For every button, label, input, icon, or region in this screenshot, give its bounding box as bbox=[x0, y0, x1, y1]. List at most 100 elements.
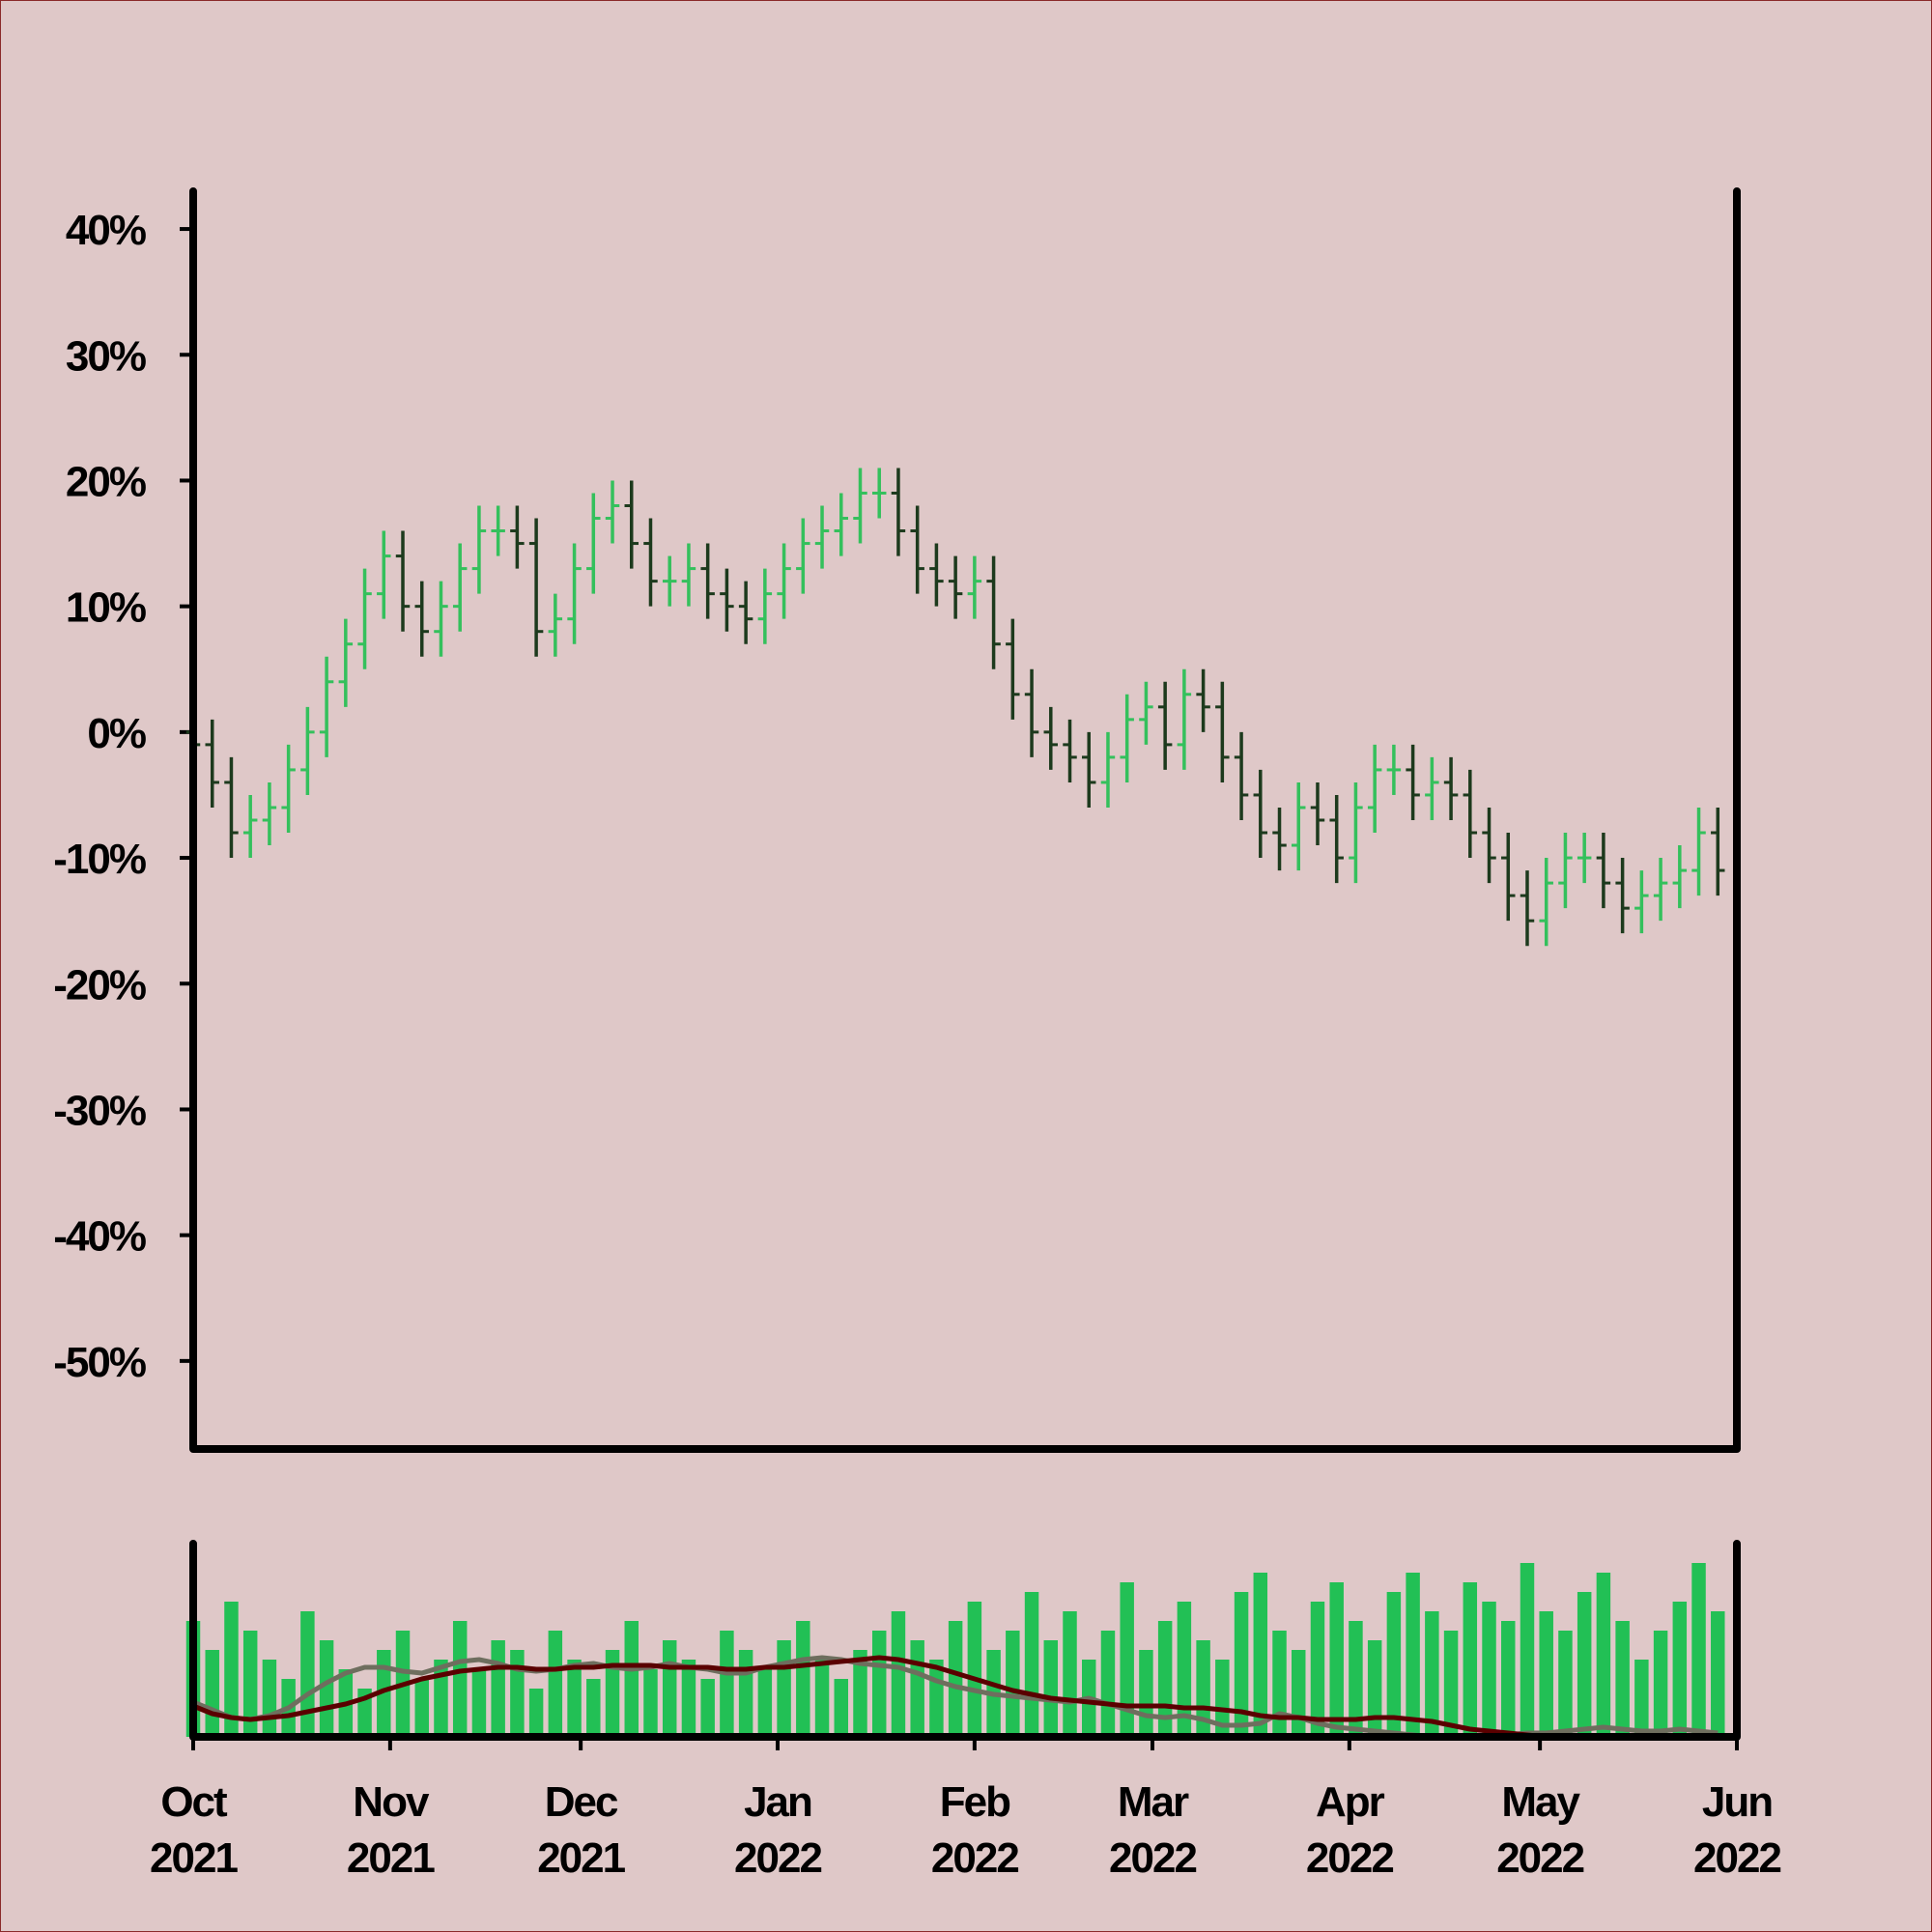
x-tick-label: Jan 2022 bbox=[734, 1778, 821, 1882]
ohlc-bar bbox=[319, 656, 334, 757]
axis-frame bbox=[189, 187, 1741, 1453]
volume-bar bbox=[814, 1660, 830, 1737]
y-tick-label: 40% bbox=[66, 207, 146, 254]
volume-bar bbox=[1501, 1621, 1516, 1737]
x-tick-label-line: Mar bbox=[1118, 1778, 1189, 1826]
ohlc-bar bbox=[586, 493, 601, 594]
y-tick-label: -20% bbox=[53, 961, 146, 1009]
volume-bar bbox=[1520, 1563, 1535, 1737]
ohlc-bar bbox=[1539, 858, 1553, 947]
ohlc-bar bbox=[1043, 706, 1059, 770]
axis-frame bbox=[189, 1540, 1741, 1741]
ohlc-bar bbox=[1672, 845, 1688, 909]
ohlc-bar bbox=[510, 505, 525, 569]
ohlc-bar bbox=[357, 568, 372, 669]
ohlc-bar bbox=[414, 581, 429, 657]
volume-bar bbox=[1100, 1631, 1116, 1737]
volume-bar bbox=[605, 1650, 620, 1737]
ohlc-bar bbox=[1157, 681, 1173, 770]
ohlc-bar bbox=[700, 543, 715, 619]
y-tick-label: 30% bbox=[66, 332, 146, 380]
ohlc-bar bbox=[1024, 668, 1039, 757]
ohlc-bar bbox=[1367, 744, 1382, 834]
volume-bar bbox=[510, 1650, 525, 1737]
x-tick-label-line: Oct bbox=[160, 1778, 228, 1826]
ohlc-bar bbox=[434, 581, 448, 657]
volume-bar bbox=[1634, 1660, 1649, 1737]
volume-bar bbox=[377, 1650, 391, 1737]
ohlc-bar bbox=[471, 505, 487, 594]
ohlc-bar bbox=[1310, 781, 1325, 846]
ohlc-bar bbox=[1406, 744, 1420, 820]
ohlc-bar bbox=[1082, 731, 1096, 808]
volume-bar bbox=[853, 1650, 867, 1737]
volume-bar bbox=[1310, 1602, 1325, 1737]
ohlc-bar bbox=[1215, 681, 1230, 782]
x-tick-label-line: 2022 bbox=[734, 1834, 821, 1882]
ohlc-bar bbox=[986, 555, 1001, 669]
volume-bar bbox=[1253, 1573, 1268, 1737]
volume-bar bbox=[1043, 1640, 1059, 1737]
x-tick-label-line: Apr bbox=[1316, 1778, 1385, 1826]
ohlc-bar bbox=[967, 555, 982, 619]
volume-bar bbox=[1196, 1640, 1210, 1737]
volume-bar bbox=[319, 1640, 334, 1737]
x-tick-label: Feb 2022 bbox=[931, 1778, 1018, 1882]
ohlc-bar bbox=[1520, 870, 1535, 947]
ohlc-bar bbox=[948, 555, 963, 619]
volume-bar bbox=[434, 1660, 448, 1737]
ohlc-bar bbox=[548, 593, 563, 657]
y-tick-label: 20% bbox=[66, 458, 146, 505]
ohlc-bar bbox=[720, 568, 734, 632]
ohlc-bar bbox=[1596, 833, 1611, 909]
ohlc-bar bbox=[452, 543, 468, 632]
volume-bar bbox=[205, 1650, 219, 1737]
volume-bar bbox=[738, 1650, 753, 1737]
ohlc-bar bbox=[910, 505, 924, 594]
x-tick-label: Oct 2021 bbox=[150, 1778, 238, 1882]
y-tick-label: -10% bbox=[53, 836, 146, 883]
ohlc-bar bbox=[814, 505, 830, 569]
volume-bar bbox=[834, 1679, 848, 1737]
ohlc-bar bbox=[395, 530, 411, 632]
ohlc-bar bbox=[1634, 870, 1649, 934]
volume-bar bbox=[643, 1669, 658, 1737]
volume-bar bbox=[1024, 1592, 1039, 1737]
x-tick-label-line: 2022 bbox=[1109, 1834, 1196, 1882]
volume-bar bbox=[1443, 1631, 1459, 1737]
ohlc-bar bbox=[491, 505, 505, 556]
volume-bar bbox=[1006, 1631, 1020, 1737]
volume-bar bbox=[948, 1621, 963, 1737]
ohlc-bar bbox=[738, 581, 753, 644]
ohlc-bar bbox=[1177, 668, 1192, 770]
volume-bar bbox=[491, 1640, 505, 1737]
y-tick-label: 0% bbox=[87, 710, 145, 757]
volume-bar bbox=[1272, 1631, 1287, 1737]
x-tick-label: Mar 2022 bbox=[1109, 1778, 1196, 1882]
volume-bar bbox=[262, 1660, 277, 1737]
volume-bar bbox=[586, 1679, 601, 1737]
ohlc-bar bbox=[528, 518, 544, 657]
x-tick-label-line: Jan bbox=[744, 1778, 811, 1826]
y-tick-label: -50% bbox=[53, 1339, 146, 1386]
ohlc-bar bbox=[871, 468, 887, 519]
volume-bar bbox=[548, 1631, 563, 1737]
ohlc-bar bbox=[300, 706, 315, 795]
ohlc-bar bbox=[1425, 756, 1439, 820]
volume-bar bbox=[1063, 1611, 1077, 1737]
x-tick-label-line: 2021 bbox=[150, 1834, 238, 1882]
y-tick-label: 10% bbox=[66, 584, 146, 632]
ohlc-bar bbox=[1120, 694, 1134, 782]
moving-average-line bbox=[192, 1655, 1719, 1740]
volume-bar bbox=[1463, 1582, 1478, 1737]
volume-bar bbox=[757, 1669, 773, 1737]
volume-bar bbox=[1691, 1563, 1706, 1737]
ohlc-bar bbox=[624, 480, 639, 569]
ohlc-bar bbox=[853, 468, 867, 544]
volume-bar bbox=[1367, 1640, 1382, 1737]
ohlc-bar bbox=[891, 468, 906, 556]
x-tick-label-line: 2021 bbox=[537, 1834, 625, 1882]
volume-bar bbox=[567, 1660, 582, 1737]
volume-bar bbox=[242, 1631, 258, 1737]
